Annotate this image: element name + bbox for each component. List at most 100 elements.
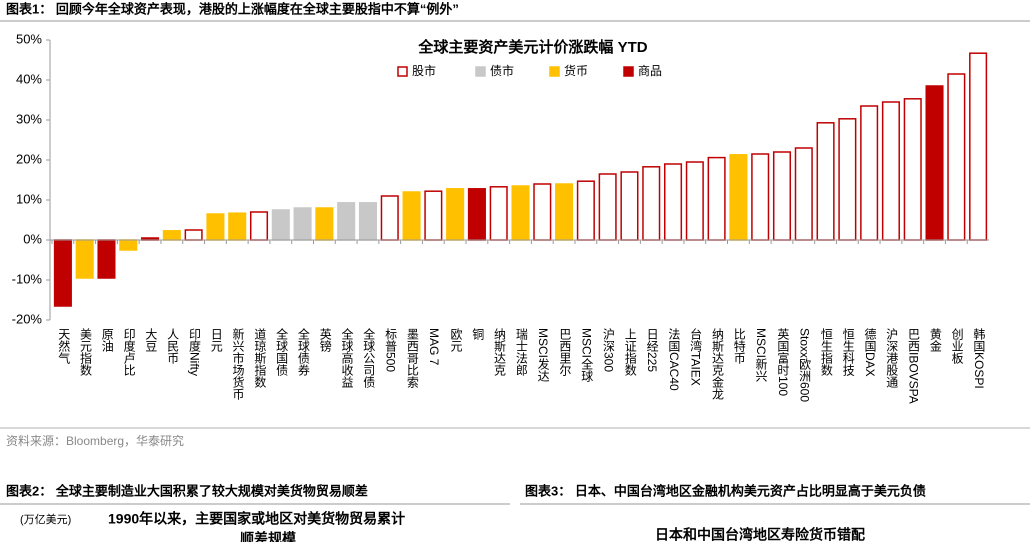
- bar: [903, 98, 922, 241]
- x-tick-label: 法国CAC40: [667, 328, 681, 391]
- bar: [620, 171, 639, 241]
- figure-title: 图表3： 日本、中国台湾地区金融机构美元资产占比明显高于美元负债: [525, 483, 926, 498]
- bar: [206, 213, 225, 241]
- x-tick-label: 道琼斯指数: [253, 328, 267, 389]
- bar: [533, 183, 552, 241]
- y-tick-label: 20%: [16, 151, 42, 166]
- x-tick-label: 欧元: [449, 328, 463, 353]
- x-tick-label: 墨西哥比索: [405, 328, 419, 388]
- x-tick-label: 原油: [100, 328, 114, 352]
- x-tick-label: 创业板: [950, 328, 964, 365]
- y-tick-label: -10%: [12, 271, 43, 286]
- bar: [402, 191, 421, 241]
- x-tick-label: 印度卢比: [122, 328, 136, 377]
- x-tick-label: 纳斯达克金龙: [710, 328, 724, 400]
- x-tick-label: MSCI全球: [580, 328, 594, 382]
- bar: [337, 202, 356, 241]
- x-tick-label: 全球债券: [296, 327, 310, 376]
- bar: [685, 161, 704, 241]
- x-tick-label: 沪深港股通: [885, 328, 899, 388]
- x-tick-label: 标普500: [384, 328, 398, 373]
- bar: [315, 207, 334, 241]
- x-tick-label: 恒生指数: [819, 328, 833, 377]
- bar: [576, 180, 595, 241]
- bar: [424, 190, 443, 241]
- bar: [97, 239, 116, 279]
- bar: [947, 73, 966, 241]
- bar: [53, 239, 72, 307]
- x-tick-label: 比特币: [732, 328, 746, 364]
- bar: [772, 151, 792, 241]
- x-tick-label: 英镑: [318, 328, 332, 353]
- legend-label: 股市: [412, 63, 436, 78]
- bar: [249, 211, 269, 241]
- x-tick-label: 上证指数: [623, 328, 637, 377]
- bar: [467, 188, 486, 241]
- y-tick-label: 10%: [16, 191, 42, 206]
- legend-label: 货币: [564, 63, 588, 78]
- chart-title: 1990年以来，主要国家或地区对美货物贸易累计: [108, 511, 405, 527]
- x-tick-label: 瑞士法郎: [514, 328, 528, 376]
- x-tick-label: 全球高收益: [340, 327, 354, 388]
- bar: [816, 122, 835, 241]
- x-tick-label: 日经225: [645, 328, 659, 372]
- bar: [925, 85, 944, 241]
- x-tick-label: 恒生科技: [841, 328, 855, 376]
- x-tick-label: 新兴市场货币: [231, 327, 245, 400]
- bar: [794, 147, 813, 241]
- legend-label: 债市: [490, 63, 514, 78]
- legend-swatch: [397, 66, 408, 77]
- bar: [555, 183, 574, 241]
- x-tick-label: 沪深300: [601, 328, 615, 373]
- bar: [184, 229, 203, 241]
- x-tick-label: 日元: [209, 328, 223, 353]
- x-tick-label: 印度Nifty: [187, 328, 201, 376]
- x-tick-label: 美元指数: [79, 328, 93, 377]
- x-tick-label: 台湾TAIEX: [689, 327, 703, 386]
- bar: [358, 202, 377, 241]
- x-tick-label: 德国DAX: [863, 327, 877, 377]
- legend-label: 商品: [638, 63, 662, 78]
- chart-title: 全球主要资产美元计价涨跌幅 YTD: [417, 38, 647, 56]
- y-tick-label: 0%: [23, 231, 42, 246]
- x-tick-label: 全球国债: [275, 327, 289, 376]
- x-tick-label: Stoxx欧洲600: [798, 328, 812, 402]
- y-tick-label: 40%: [16, 71, 42, 86]
- bar: [489, 186, 508, 241]
- x-tick-label: MSCI发达: [536, 328, 550, 382]
- bar: [293, 207, 312, 241]
- bar: [228, 212, 247, 241]
- bar: [162, 230, 181, 241]
- bar: [707, 156, 726, 241]
- bar: [598, 173, 617, 241]
- figure-title: 图表1： 回顾今年全球资产表现，港股的上涨幅度在全球主要股指中不算“例外”: [6, 1, 459, 16]
- legend-swatch: [475, 66, 486, 77]
- source-note: 资料来源：Bloomberg，华泰研究: [6, 433, 184, 448]
- x-tick-label: 纳斯达克: [493, 328, 507, 377]
- x-tick-label: 巴西IBOVSPA: [907, 328, 921, 404]
- bar: [729, 154, 748, 241]
- chart-title: 顺差规模: [240, 531, 297, 542]
- legend-swatch: [549, 66, 560, 77]
- x-tick-label: 天然气: [57, 328, 71, 364]
- y-tick-label: -20%: [12, 311, 43, 326]
- bar: [838, 118, 857, 241]
- bar: [860, 105, 879, 241]
- figure-title: 图表2： 全球主要制造业大国积累了较大规模对美货物贸易顺差: [6, 483, 368, 498]
- bar: [271, 209, 290, 241]
- y-tick-label: 50%: [16, 31, 42, 46]
- bar: [119, 239, 138, 251]
- x-tick-label: 全球公司债: [362, 327, 376, 388]
- bar: [642, 166, 661, 241]
- bar: [664, 163, 683, 241]
- x-tick-label: MAG 7: [427, 328, 441, 366]
- bar: [751, 153, 770, 241]
- bar: [881, 101, 900, 241]
- y-tick-label: 30%: [16, 111, 42, 126]
- x-tick-label: 巴西里尔: [558, 328, 572, 376]
- bar: [380, 195, 399, 241]
- bar: [969, 52, 988, 241]
- x-tick-label: 铜: [471, 327, 485, 340]
